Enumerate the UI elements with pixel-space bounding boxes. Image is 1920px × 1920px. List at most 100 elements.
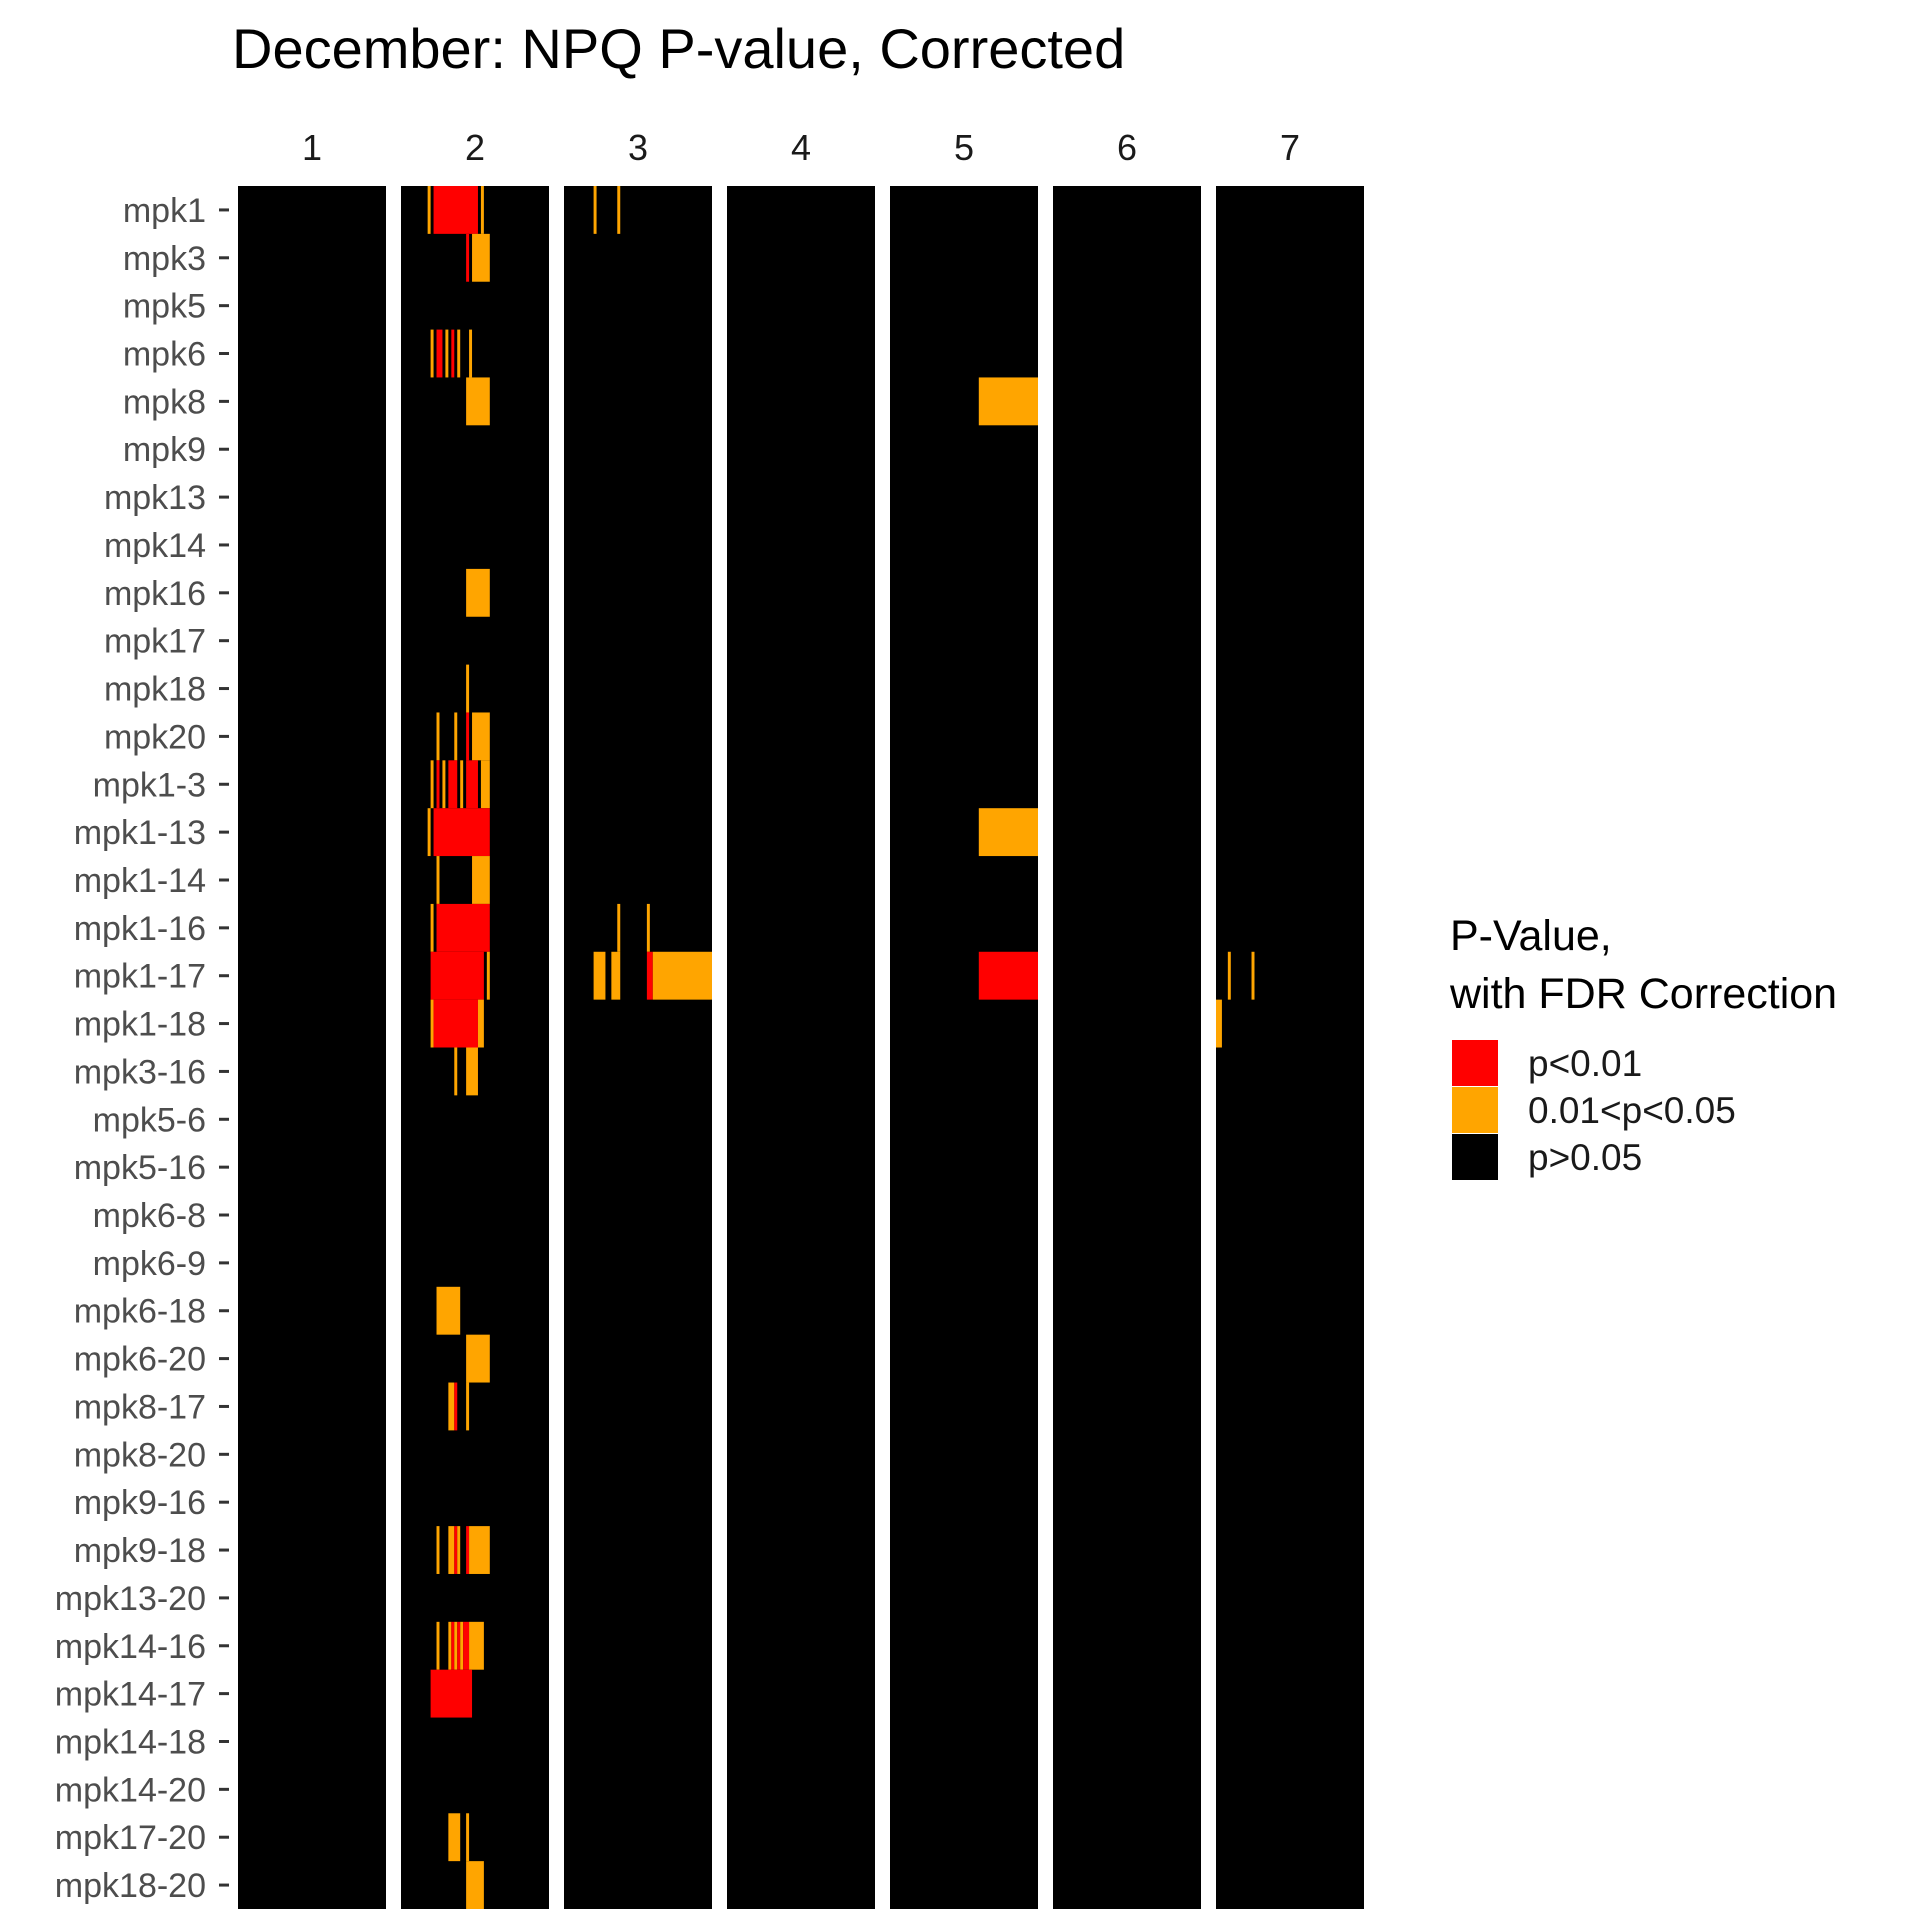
legend-items: p<0.01 0.01<p<0.05 p>0.05 bbox=[1452, 1040, 1736, 1180]
row-label-mpk8-17: mpk8-17 bbox=[74, 1388, 206, 1426]
cell-mpk1-18-facet7-49 bbox=[1216, 999, 1222, 1048]
cell-mpk1-14-facet2-31 bbox=[436, 856, 440, 904]
cell-mpk1-13-facet5-30 bbox=[978, 808, 1038, 857]
cell-mpk6-20-facet2-53 bbox=[466, 1334, 490, 1383]
facet-label-1: 1 bbox=[302, 127, 322, 168]
cell-mpk1-3-facet2-26 bbox=[466, 760, 478, 809]
row-label-mpk14: mpk14 bbox=[104, 527, 206, 565]
cell-mpk1-16-facet2-34 bbox=[436, 903, 490, 952]
legend-title-line-2: with FDR Correction bbox=[1449, 970, 1837, 1018]
facet-panel-1 bbox=[238, 186, 386, 1909]
facet-label-7: 7 bbox=[1280, 127, 1300, 168]
cell-mpk14-16-facet2-64 bbox=[448, 1621, 452, 1670]
facet-labels: 1 2 3 4 5 6 7 bbox=[302, 127, 1300, 168]
significance-cells bbox=[427, 186, 1255, 1909]
row-label-mpk5-16: mpk5-16 bbox=[74, 1149, 206, 1187]
row-label-mpk9-18: mpk9-18 bbox=[74, 1532, 206, 1570]
legend-label-1: p<0.01 bbox=[1528, 1043, 1642, 1084]
cell-mpk1-17-facet3-41 bbox=[646, 951, 653, 1000]
cell-mpk9-18-facet2-57 bbox=[436, 1526, 440, 1574]
row-label-mpk8: mpk8 bbox=[123, 383, 206, 421]
cell-mpk1-18-facet2-46 bbox=[430, 999, 434, 1048]
cell-mpk20-facet2-19 bbox=[466, 712, 470, 761]
row-label-mpk14-16: mpk14-16 bbox=[55, 1628, 206, 1666]
cell-mpk1-17-facet2-37 bbox=[430, 951, 484, 1000]
row-label-mpk17-20: mpk17-20 bbox=[55, 1819, 206, 1857]
row-label-mpk13: mpk13 bbox=[104, 479, 206, 517]
row-label-mpk6-8: mpk6-8 bbox=[93, 1197, 206, 1235]
cell-mpk20-facet2-18 bbox=[454, 712, 458, 761]
facet-label-6: 6 bbox=[1117, 127, 1137, 168]
cell-mpk1-17-facet5-43 bbox=[978, 951, 1038, 1000]
cell-mpk3-16-facet2-50 bbox=[454, 1047, 458, 1096]
cell-mpk6-facet2-10 bbox=[451, 329, 455, 378]
row-label-mpk18-20: mpk18-20 bbox=[55, 1867, 206, 1905]
cell-mpk14-17-facet2-71 bbox=[430, 1669, 473, 1718]
facet-panel-7 bbox=[1216, 186, 1364, 1909]
cell-mpk9-18-facet2-62 bbox=[469, 1526, 490, 1574]
cell-mpk1-18-facet2-48 bbox=[477, 999, 484, 1048]
cell-mpk14-16-facet2-63 bbox=[436, 1621, 440, 1670]
cell-mpk1-17-facet7-45 bbox=[1251, 951, 1255, 1000]
cell-mpk1-facet2-2 bbox=[480, 186, 484, 234]
cell-mpk3-facet2-6 bbox=[472, 233, 490, 282]
row-label-mpk3-16: mpk3-16 bbox=[74, 1053, 206, 1091]
cell-mpk1-16-facet2-33 bbox=[430, 903, 434, 952]
facet-label-5: 5 bbox=[954, 127, 974, 168]
facet-label-3: 3 bbox=[628, 127, 648, 168]
row-label-mpk16: mpk16 bbox=[104, 575, 206, 613]
cell-mpk20-facet2-20 bbox=[472, 712, 490, 761]
cell-mpk1-3-facet2-21 bbox=[430, 760, 434, 809]
row-label-mpk18: mpk18 bbox=[104, 671, 206, 709]
row-label-mpk1: mpk1 bbox=[123, 192, 206, 230]
cell-mpk1-18-facet2-47 bbox=[433, 999, 478, 1048]
legend-key-1 bbox=[1452, 1040, 1498, 1086]
cell-mpk1-17-facet3-42 bbox=[652, 951, 712, 1000]
row-label-mpk1-14: mpk1-14 bbox=[74, 862, 206, 900]
cell-mpk6-18-facet2-52 bbox=[436, 1286, 461, 1335]
cell-mpk17-20-facet2-73 bbox=[466, 1813, 470, 1862]
row-label-mpk1-17: mpk1-17 bbox=[74, 958, 206, 996]
cell-mpk1-17-facet3-40 bbox=[611, 951, 621, 1000]
cell-mpk1-3-facet2-27 bbox=[480, 760, 490, 809]
row-label-mpk13-20: mpk13-20 bbox=[55, 1580, 206, 1618]
cell-mpk17-20-facet2-72 bbox=[448, 1813, 461, 1862]
cell-mpk6-facet2-9 bbox=[445, 329, 449, 378]
row-label-mpk9-16: mpk9-16 bbox=[74, 1484, 206, 1522]
legend-title-line-1: P-Value, bbox=[1450, 912, 1612, 960]
cell-mpk1-facet2-0 bbox=[427, 186, 431, 234]
row-label-mpk6: mpk6 bbox=[123, 336, 206, 374]
row-axis: mpk1 mpk3 mpk5 mpk6 mpk8 mpk9 mpk13 mpk14 mpk16 m… bbox=[55, 192, 229, 1905]
cell-mpk1-14-facet2-32 bbox=[472, 856, 490, 904]
cell-mpk8-facet5-14 bbox=[978, 377, 1038, 426]
cell-mpk1-3-facet2-23 bbox=[442, 760, 446, 809]
row-label-mpk1-13: mpk1-13 bbox=[74, 814, 206, 852]
cell-mpk6-facet2-7 bbox=[430, 329, 434, 378]
row-label-mpk14-20: mpk14-20 bbox=[55, 1771, 206, 1809]
row-label-mpk3: mpk3 bbox=[123, 240, 206, 278]
row-label-mpk14-17: mpk14-17 bbox=[55, 1676, 206, 1714]
facet-panel-6 bbox=[1053, 186, 1201, 1909]
cell-mpk1-facet3-4 bbox=[617, 186, 621, 234]
cell-mpk6-facet2-8 bbox=[436, 329, 443, 378]
cell-mpk9-18-facet2-58 bbox=[448, 1526, 455, 1574]
cell-mpk16-facet2-15 bbox=[466, 568, 490, 617]
row-label-mpk1-18: mpk1-18 bbox=[74, 1006, 206, 1044]
cell-mpk8-17-facet2-54 bbox=[448, 1382, 455, 1431]
cell-mpk8-17-facet2-55 bbox=[454, 1382, 458, 1431]
cell-mpk14-16-facet2-70 bbox=[469, 1621, 484, 1670]
row-label-mpk6-9: mpk6-9 bbox=[93, 1245, 206, 1283]
cell-mpk9-18-facet2-61 bbox=[466, 1526, 470, 1574]
cell-mpk20-facet2-17 bbox=[436, 712, 440, 761]
chart-title: December: NPQ P-value, Corrected bbox=[232, 17, 1125, 80]
row-label-mpk14-18: mpk14-18 bbox=[55, 1723, 206, 1761]
cell-mpk6-facet2-11 bbox=[457, 329, 461, 378]
cell-mpk1-3-facet2-24 bbox=[448, 760, 458, 809]
cell-mpk1-facet2-1 bbox=[433, 186, 478, 234]
cell-mpk3-16-facet2-51 bbox=[466, 1047, 478, 1096]
cell-mpk8-17-facet2-56 bbox=[466, 1382, 470, 1431]
cell-mpk6-facet2-12 bbox=[469, 329, 473, 378]
facet-panel-4 bbox=[727, 186, 875, 1909]
cell-mpk1-16-facet3-36 bbox=[646, 903, 650, 952]
